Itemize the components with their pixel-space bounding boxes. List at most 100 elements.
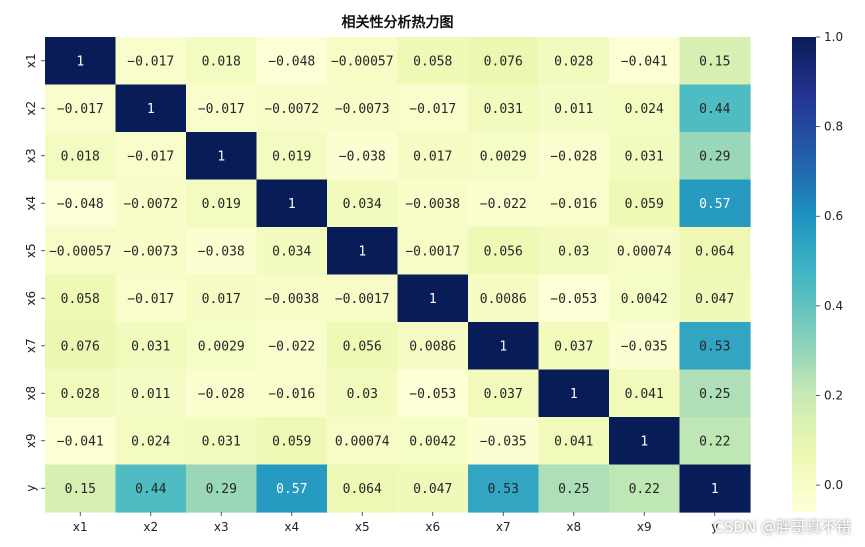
heatmap-cell bbox=[609, 37, 681, 86]
heatmap-cell bbox=[468, 84, 540, 133]
cell-label: 1 bbox=[147, 102, 155, 117]
colorbar: 0.0 0.2 0.4 0.6 0.8 1.0 bbox=[792, 30, 843, 512]
y-tick-label: x9 bbox=[24, 433, 38, 448]
x-tick-label: x8 bbox=[566, 520, 581, 534]
cell-label: 0.034 bbox=[343, 197, 382, 212]
cell-label: 1 bbox=[358, 244, 366, 259]
heatmap-cell bbox=[45, 37, 117, 86]
heatmap-cell bbox=[538, 84, 610, 133]
colorbar-tick-label: 0.0 bbox=[824, 478, 843, 492]
heatmap-cell bbox=[468, 369, 540, 418]
cell-label: 0.028 bbox=[554, 54, 593, 69]
cell-label: −0.041 bbox=[57, 434, 104, 449]
cell-label: 0.076 bbox=[61, 339, 100, 354]
heatmap-cell bbox=[609, 369, 681, 418]
cell-label: 0.0042 bbox=[621, 292, 668, 307]
heatmap-cell bbox=[538, 464, 610, 513]
chart-title: 相关性分析热力图 bbox=[342, 14, 454, 31]
heatmap-cell bbox=[256, 464, 328, 513]
heatmap-cell bbox=[538, 227, 610, 276]
heatmap-cell bbox=[609, 417, 681, 466]
heatmap-cell bbox=[327, 464, 399, 513]
cell-label: 0.031 bbox=[202, 434, 241, 449]
heatmap-cells: 1 −0.017 0.018 −0.048 −0.00057 0.058 0.076 0.02… bbox=[45, 37, 751, 513]
heatmap-cell bbox=[45, 274, 117, 323]
cell-label: −0.048 bbox=[268, 54, 315, 69]
heatmap-cell bbox=[609, 179, 681, 228]
heatmap-cell bbox=[327, 179, 399, 228]
cell-label: 1 bbox=[499, 339, 507, 354]
cell-label: 0.011 bbox=[554, 102, 593, 117]
heatmap-cell bbox=[397, 417, 469, 466]
cell-label: 0.25 bbox=[558, 482, 589, 497]
heatmap-cell bbox=[679, 132, 751, 181]
heatmap-cell bbox=[679, 417, 751, 466]
cell-label: 1 bbox=[711, 482, 719, 497]
cell-label: 0.024 bbox=[625, 102, 664, 117]
y-axis: x1 x2 x3 x4 x5 x6 x7 x8 x9 y bbox=[24, 53, 45, 492]
cell-label: 0.0029 bbox=[480, 149, 527, 164]
heatmap-cell bbox=[327, 37, 399, 86]
cell-label: 0.0086 bbox=[409, 339, 456, 354]
y-tick-label: x2 bbox=[24, 101, 38, 116]
heatmap-cell bbox=[256, 227, 328, 276]
x-tick-label: x2 bbox=[143, 520, 158, 534]
heatmap-cell bbox=[538, 274, 610, 323]
y-tick-label: x8 bbox=[24, 386, 38, 401]
cell-label: −0.048 bbox=[57, 197, 104, 212]
heatmap-cell bbox=[538, 322, 610, 371]
cell-label: −0.041 bbox=[621, 54, 668, 69]
cell-label: 0.22 bbox=[629, 482, 660, 497]
cell-label: −0.00057 bbox=[49, 244, 112, 259]
heatmap-cell bbox=[679, 322, 751, 371]
y-tick-label: x5 bbox=[24, 243, 38, 258]
heatmap-cell bbox=[538, 417, 610, 466]
heatmap-cell bbox=[609, 227, 681, 276]
heatmap-cell bbox=[679, 37, 751, 86]
cell-label: −0.0073 bbox=[335, 102, 390, 117]
y-tick-label: x3 bbox=[24, 148, 38, 163]
colorbar-tick-label: 1.0 bbox=[824, 30, 843, 44]
heatmap-cell bbox=[468, 274, 540, 323]
cell-label: 0.024 bbox=[131, 434, 170, 449]
colorbar-tick-label: 0.4 bbox=[824, 299, 843, 313]
heatmap-cell bbox=[609, 84, 681, 133]
cell-label: 0.056 bbox=[343, 339, 382, 354]
heatmap-cell bbox=[397, 179, 469, 228]
cell-label: 1 bbox=[570, 387, 578, 402]
cell-label: 1 bbox=[217, 149, 225, 164]
cell-label: 0.0029 bbox=[198, 339, 245, 354]
cell-label: −0.0073 bbox=[123, 244, 178, 259]
cell-label: −0.016 bbox=[268, 387, 315, 402]
heatmap-cell bbox=[45, 417, 117, 466]
heatmap-cell bbox=[45, 322, 117, 371]
cell-label: −0.017 bbox=[127, 149, 174, 164]
heatmap-cell bbox=[679, 227, 751, 276]
cell-label: 0.0042 bbox=[409, 434, 456, 449]
heatmap-cell bbox=[679, 179, 751, 228]
cell-label: 0.047 bbox=[413, 482, 452, 497]
cell-label: 0.034 bbox=[272, 244, 311, 259]
cell-label: −0.053 bbox=[550, 292, 597, 307]
x-tick-label: x9 bbox=[637, 520, 652, 534]
heatmap-cell bbox=[327, 227, 399, 276]
x-tick-label: y bbox=[711, 520, 718, 534]
cell-label: −0.00057 bbox=[331, 54, 394, 69]
heatmap-cell bbox=[186, 37, 258, 86]
cell-label: 0.25 bbox=[699, 387, 730, 402]
colorbar-tick-label: 0.6 bbox=[824, 209, 843, 223]
cell-label: 0.53 bbox=[488, 482, 519, 497]
heatmap-cell bbox=[186, 274, 258, 323]
x-tick-label: x4 bbox=[284, 520, 299, 534]
cell-label: 0.57 bbox=[699, 197, 730, 212]
x-axis: x1 x2 x3 x4 x5 x6 x7 x8 x9 y bbox=[73, 512, 718, 534]
cell-label: 0.037 bbox=[484, 387, 523, 402]
heatmap-cell bbox=[397, 274, 469, 323]
cell-label: 0.15 bbox=[65, 482, 96, 497]
heatmap-cell bbox=[327, 322, 399, 371]
heatmap-cell bbox=[468, 322, 540, 371]
cell-label: 0.00074 bbox=[335, 434, 390, 449]
heatmap-cell bbox=[468, 227, 540, 276]
cell-label: −0.016 bbox=[550, 197, 597, 212]
cell-label: 0.056 bbox=[484, 244, 523, 259]
